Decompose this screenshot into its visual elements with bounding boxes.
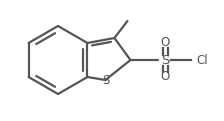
Text: O: O bbox=[161, 37, 170, 49]
Text: Cl: Cl bbox=[196, 53, 208, 67]
Text: O: O bbox=[161, 71, 170, 83]
Text: S: S bbox=[102, 75, 109, 87]
Text: S: S bbox=[161, 53, 170, 67]
